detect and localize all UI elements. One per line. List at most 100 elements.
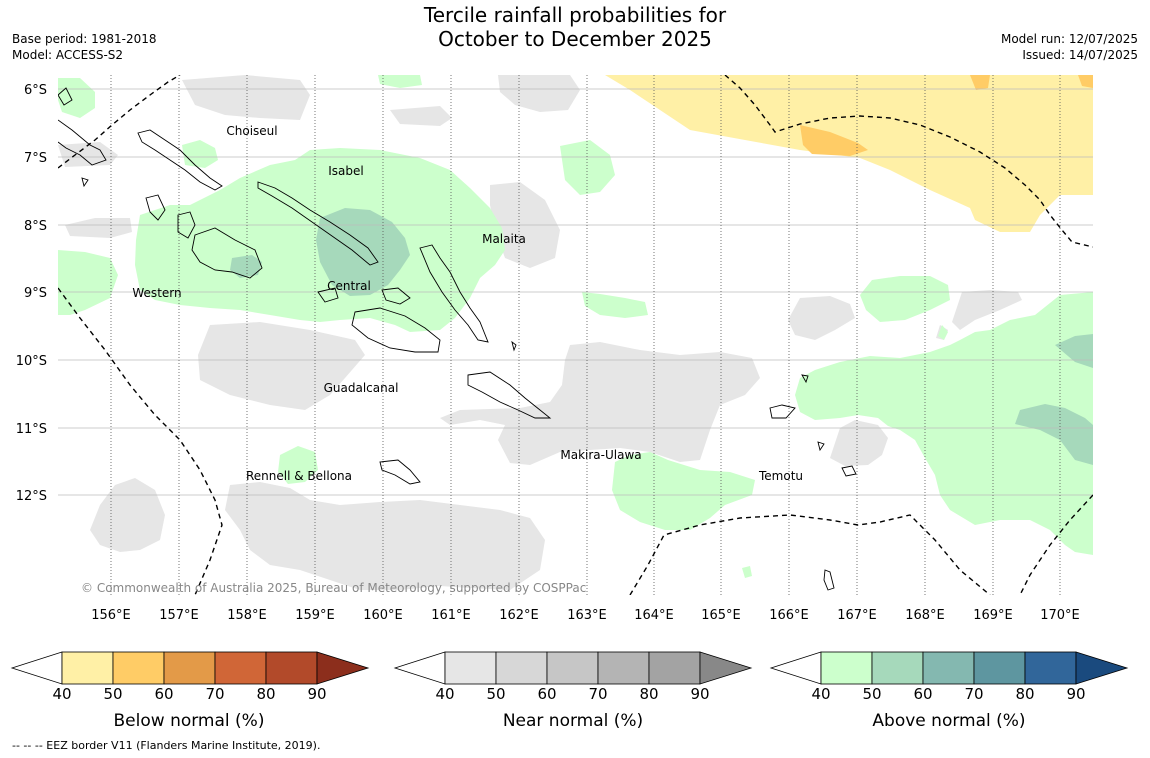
legend-swatches [61,651,318,685]
isabel-island [257,181,379,266]
model-name: Model: ACCESS-S2 [12,48,124,62]
legend-tick: 80 [1015,685,1034,703]
legend-swatch [163,651,216,685]
above-normal-areas-50 [230,208,1093,465]
region-label-isabel: Isabel [328,164,363,178]
legend-tick: 50 [862,685,881,703]
legend-swatch [769,651,822,685]
legend-tick: 40 [435,685,454,703]
legend-tick: 50 [103,685,122,703]
legend-swatch [393,651,446,685]
lon-label: 158°E [227,608,267,623]
legend-tick: 90 [307,685,326,703]
choiseul-island [137,129,223,191]
lat-label: 6°S [24,83,47,98]
legend-swatch [1075,651,1129,685]
legend-tick: 40 [811,685,830,703]
legend-tick: 40 [52,685,71,703]
lon-label: 167°E [837,608,877,623]
lon-label: 163°E [567,608,607,623]
legend-swatch [316,651,370,685]
legend-swatch [699,651,753,685]
legend-tick: 50 [486,685,505,703]
makira-island [467,371,552,419]
legend-swatch [265,651,318,685]
legend-swatch [871,651,924,685]
legend-swatch [546,651,599,685]
region-label-temotu: Temotu [758,469,803,483]
legend-swatch [495,651,548,685]
legend-near-normal: 40 50 60 70 80 90 Near normal (%) [393,651,753,731]
lon-label: 161°E [431,608,471,623]
legend-tick: 70 [964,685,983,703]
title-line-1: Tercile rainfall probabilities for [423,3,727,27]
lat-label: 9°S [24,286,47,301]
lon-label: 170°E [1040,608,1080,623]
coastlines [58,87,857,591]
legend-tick: 70 [588,685,607,703]
meta-left: Base period: 1981-2018 Model: ACCESS-S2 [12,31,157,63]
map-plot-area [58,75,1093,595]
eez-footnote: -- -- -- EEZ border V11 (Flanders Marine… [12,739,321,752]
legend-swatch [61,651,114,685]
legend-tick: 80 [256,685,275,703]
model-run: Model run: 12/07/2025 [1000,32,1138,46]
lon-label: 165°E [701,608,741,623]
base-period: Base period: 1981-2018 [12,32,157,46]
legend-swatch [597,651,650,685]
lat-label: 7°S [24,151,47,166]
lat-label: 10°S [16,354,47,369]
central-islands [317,287,339,303]
below-normal-area-50c [1078,75,1093,88]
lon-label: 168°E [905,608,945,623]
longitude-labels: 156°E 157°E 158°E 159°E 160°E 161°E 162°… [91,608,1080,623]
western-islands-2 [145,194,166,221]
legend-above-normal: 40 50 60 70 80 90 Above normal (%) [769,651,1129,731]
legend-tick: 90 [1066,685,1085,703]
legend-swatch [444,651,497,685]
region-label-malaita: Malaita [482,232,526,246]
lon-label: 157°E [159,608,199,623]
region-label-central: Central [327,279,371,293]
legend-swatch [973,651,1026,685]
title-line-2: October to December 2025 [438,27,712,51]
chart-title: Tercile rainfall probabilities for Octob… [0,3,1150,51]
lon-label: 162°E [499,608,539,623]
region-label-guadalcanal: Guadalcanal [324,381,399,395]
lon-label: 166°E [769,608,809,623]
new-georgia-island [177,211,196,239]
lon-label: 169°E [973,608,1013,623]
region-label-choiseul: Choiseul [226,124,277,138]
legend-swatch [1024,651,1077,685]
legend-swatches [444,651,701,685]
central-islands-2 [381,287,411,305]
below-normal-area-50 [800,125,868,156]
malaita-island [419,244,489,343]
legend-swatch [648,651,701,685]
lon-label: 164°E [634,608,674,623]
legend-swatch [10,651,63,685]
meta-right: Model run: 12/07/2025 Issued: 14/07/2025 [1001,31,1138,63]
legend-title-near: Near normal (%) [503,711,643,731]
bougainville-coast [58,119,107,166]
legend-title-above: Above normal (%) [872,711,1025,731]
region-labels: Choiseul Isabel Malaita Western Central … [132,124,803,483]
issued-date: Issued: 14/07/2025 [1022,48,1138,62]
legend-swatch [922,651,975,685]
latitude-gridlines [58,88,1093,496]
lat-label: 8°S [24,219,47,234]
lon-label: 159°E [295,608,335,623]
region-label-makira-ulawa: Makira-Ulawa [560,448,641,462]
legend-tick: 90 [690,685,709,703]
legend-tick: 70 [205,685,224,703]
eez-border [58,75,1093,595]
below-normal-area-50b [970,75,990,90]
lon-label: 160°E [363,608,403,623]
latitude-labels: 6°S 7°S 8°S 9°S 10°S 11°S 12°S [16,83,47,504]
copyright-text: © Commonwealth of Australia 2025, Bureau… [81,581,586,595]
lat-label: 11°S [16,422,47,437]
region-label-rennell-bellona: Rennell & Bellona [246,469,352,483]
near-normal-areas [58,75,1022,590]
legend-tick: 80 [639,685,658,703]
legend-swatches [820,651,1077,685]
